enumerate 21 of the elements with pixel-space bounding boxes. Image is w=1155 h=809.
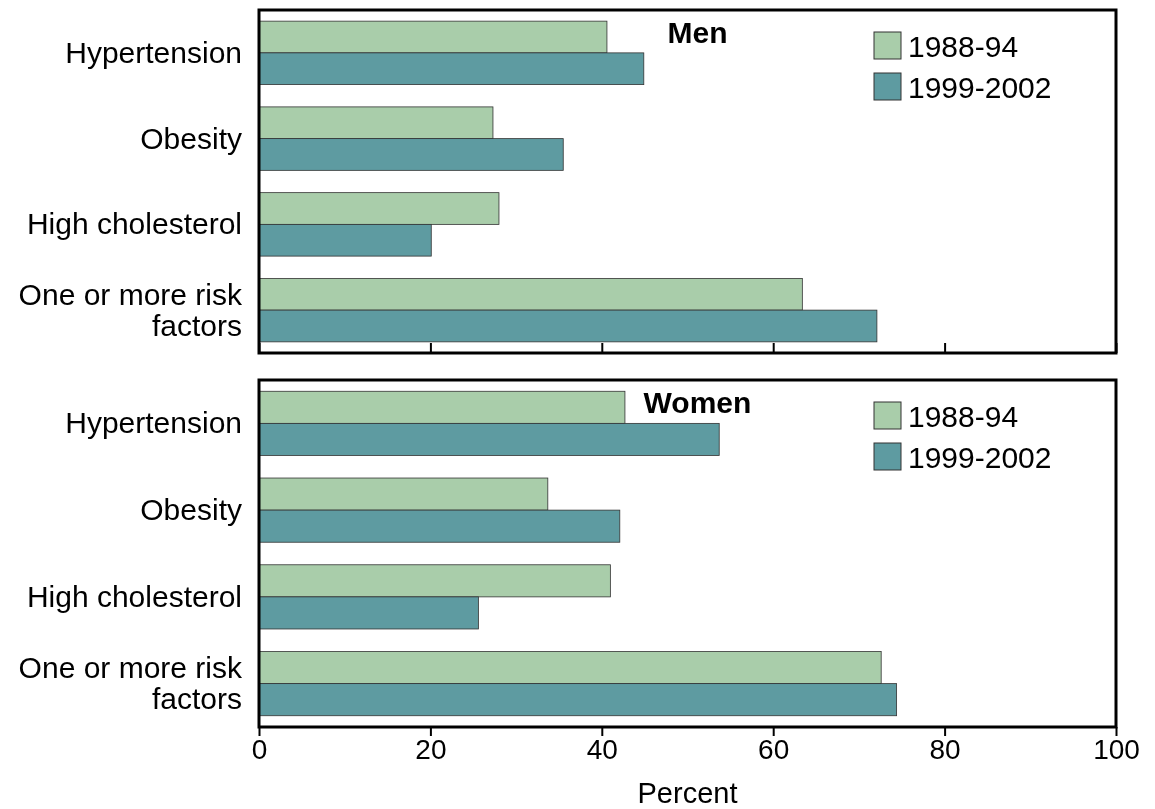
x-axis-title: Percent xyxy=(637,777,738,809)
y-tick-label: Obesity xyxy=(140,493,242,527)
legend-label: 1988-94 xyxy=(908,400,1019,433)
y-tick-label: One or more risk factors xyxy=(18,277,243,342)
y-tick-label: Obesity xyxy=(140,121,242,155)
y-tick-label: High cholesterol xyxy=(26,207,242,241)
legend-label: 1999-2002 xyxy=(908,71,1052,104)
x-tick-label: 80 xyxy=(929,733,961,765)
chart-title: Women xyxy=(643,386,752,419)
y-tick-label: Hypertension xyxy=(65,406,242,440)
x-tick-label: 100 xyxy=(1093,733,1140,765)
legend-label: 1988-94 xyxy=(908,30,1019,63)
y-tick-label: High cholesterol xyxy=(26,579,242,613)
x-tick-label: 20 xyxy=(415,733,447,765)
x-tick-label: 0 xyxy=(251,733,268,765)
chart-title: Men xyxy=(667,16,728,49)
legend-label: 1999-2002 xyxy=(908,441,1052,474)
y-tick-label: One or more risk factors xyxy=(18,651,243,716)
y-tick-label: Hypertension xyxy=(65,35,242,69)
x-tick-label: 60 xyxy=(758,733,790,765)
x-tick-label: 40 xyxy=(586,733,618,765)
